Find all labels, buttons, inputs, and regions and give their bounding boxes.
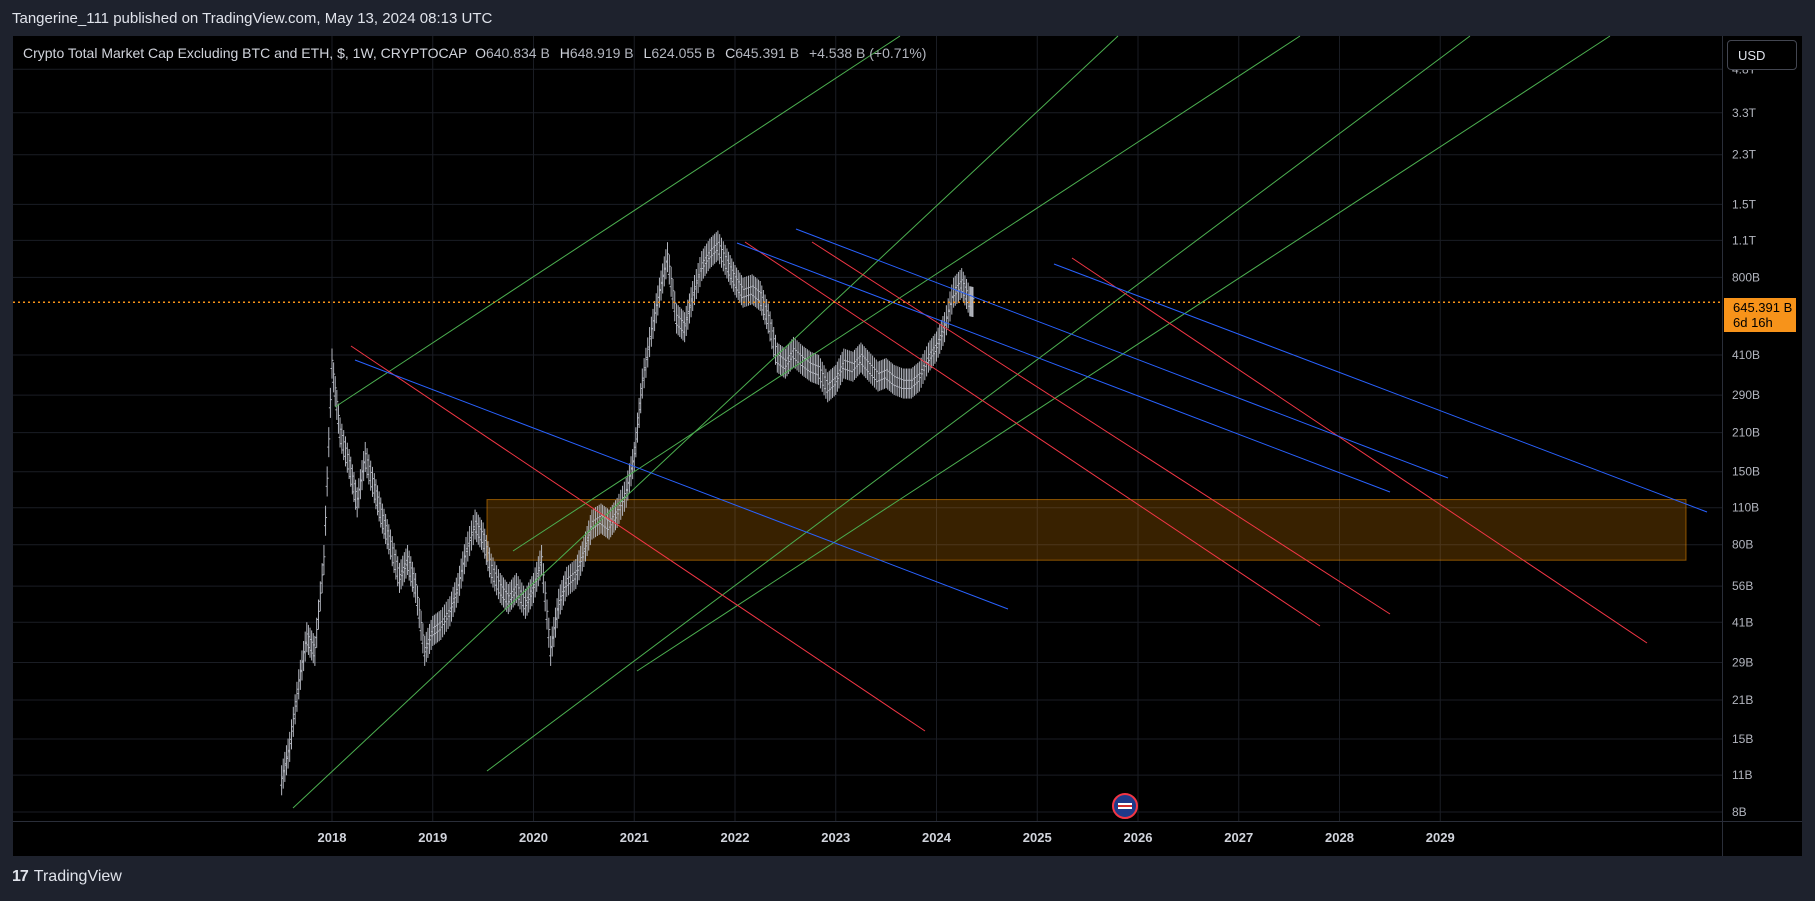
low-value: 624.055 B [651, 45, 716, 61]
currency-button[interactable]: USD [1727, 40, 1797, 70]
time-tick-label: 2028 [1325, 830, 1354, 845]
red-trend-line [811, 241, 1391, 615]
red-trend-line [1071, 257, 1648, 644]
blue-trend-line [795, 228, 1449, 479]
publisher-line: Tangerine_111 published on TradingView.c… [12, 10, 493, 27]
high-value: 648.919 B [569, 45, 634, 61]
price-tick-label: 150B [1732, 465, 1760, 479]
open-value: 640.834 B [485, 45, 550, 61]
high-label: H [559, 45, 570, 61]
tradingview-logo-icon: 17 [12, 868, 29, 885]
price-tick-label: 80B [1732, 538, 1753, 552]
chart-legend: Crypto Total Market Cap Excluding BTC an… [23, 45, 932, 61]
support-zone [486, 499, 1687, 561]
price-axis: 4.8T3.3T2.3T1.5T1.1T800B410B290B210B150B… [1732, 62, 1760, 819]
price-tick-label: 8B [1732, 805, 1747, 819]
time-tick-label: 2024 [922, 830, 952, 845]
time-tick-label: 2018 [318, 830, 347, 845]
last-price-value: 645.391 B [1733, 300, 1793, 315]
footer-bar [0, 856, 1815, 901]
tradingview-logo[interactable]: 17 TradingView [12, 868, 122, 886]
price-tick-label: 800B [1732, 270, 1760, 284]
grid-lines [13, 36, 1722, 821]
time-tick-label: 2021 [620, 830, 649, 845]
blue-trend-line [1053, 263, 1708, 513]
price-tick-label: 29B [1732, 656, 1753, 670]
time-tick-label: 2020 [519, 830, 548, 845]
change-value: +4.538 B (+0.71%) [808, 45, 927, 61]
close-label: C [725, 45, 736, 61]
us-flag-event-icon[interactable] [1112, 793, 1138, 819]
trend-lines [292, 35, 1708, 809]
time-tick-label: 2026 [1124, 830, 1153, 845]
price-tick-label: 110B [1732, 501, 1759, 515]
time-tick-label: 2019 [418, 830, 447, 845]
price-tick-label: 11B [1732, 768, 1752, 782]
publisher-bar: Tangerine_111 published on TradingView.c… [0, 0, 1815, 36]
price-tick-label: 56B [1732, 579, 1753, 593]
price-tick-label: 410B [1732, 348, 1760, 362]
price-tick-label: 1.5T [1732, 197, 1757, 211]
green-channel-line [636, 35, 1611, 672]
price-tick-label: 3.3T [1732, 106, 1757, 120]
price-tick-label: 210B [1732, 426, 1760, 440]
price-tick-label: 2.3T [1732, 148, 1757, 162]
tradingview-brand: TradingView [33, 868, 122, 885]
time-tick-label: 2029 [1426, 830, 1455, 845]
price-tick-label: 21B [1732, 693, 1753, 707]
last-price-tag: 645.391 B 6d 16h [1724, 298, 1796, 332]
open-label: O [475, 45, 486, 61]
bar-countdown: 6d 16h [1733, 315, 1773, 330]
time-tick-label: 2022 [721, 830, 750, 845]
price-tick-label: 41B [1732, 615, 1753, 629]
time-axis-border [13, 821, 1802, 822]
green-channel-line [334, 35, 901, 408]
time-axis: 2018 2019 2020 2021 2022 2023 2024 2025 2026 2027… [318, 830, 1455, 845]
blue-trend-line [354, 359, 1009, 610]
time-tick-label: 2025 [1023, 830, 1052, 845]
time-tick-label: 2023 [821, 830, 850, 845]
price-tick-label: 1.1T [1732, 233, 1757, 247]
close-value: 645.391 B [735, 45, 800, 61]
blue-trend-line [736, 242, 1391, 493]
red-trend-line [350, 345, 926, 732]
price-bars [280, 230, 975, 796]
low-label: L [643, 45, 652, 61]
price-axis-border [1722, 36, 1723, 856]
green-channel-line [292, 35, 1119, 809]
red-trend-line [744, 241, 1321, 627]
symbol-description: Crypto Total Market Cap Excluding BTC an… [23, 45, 468, 61]
price-tick-label: 290B [1732, 388, 1760, 402]
time-tick-label: 2027 [1224, 830, 1253, 845]
green-channel-line [512, 35, 1301, 552]
price-tick-label: 15B [1732, 732, 1753, 746]
green-channel-line [486, 35, 1471, 772]
